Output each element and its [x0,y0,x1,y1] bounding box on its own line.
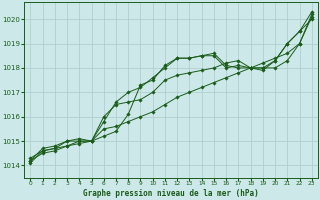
X-axis label: Graphe pression niveau de la mer (hPa): Graphe pression niveau de la mer (hPa) [83,189,259,198]
